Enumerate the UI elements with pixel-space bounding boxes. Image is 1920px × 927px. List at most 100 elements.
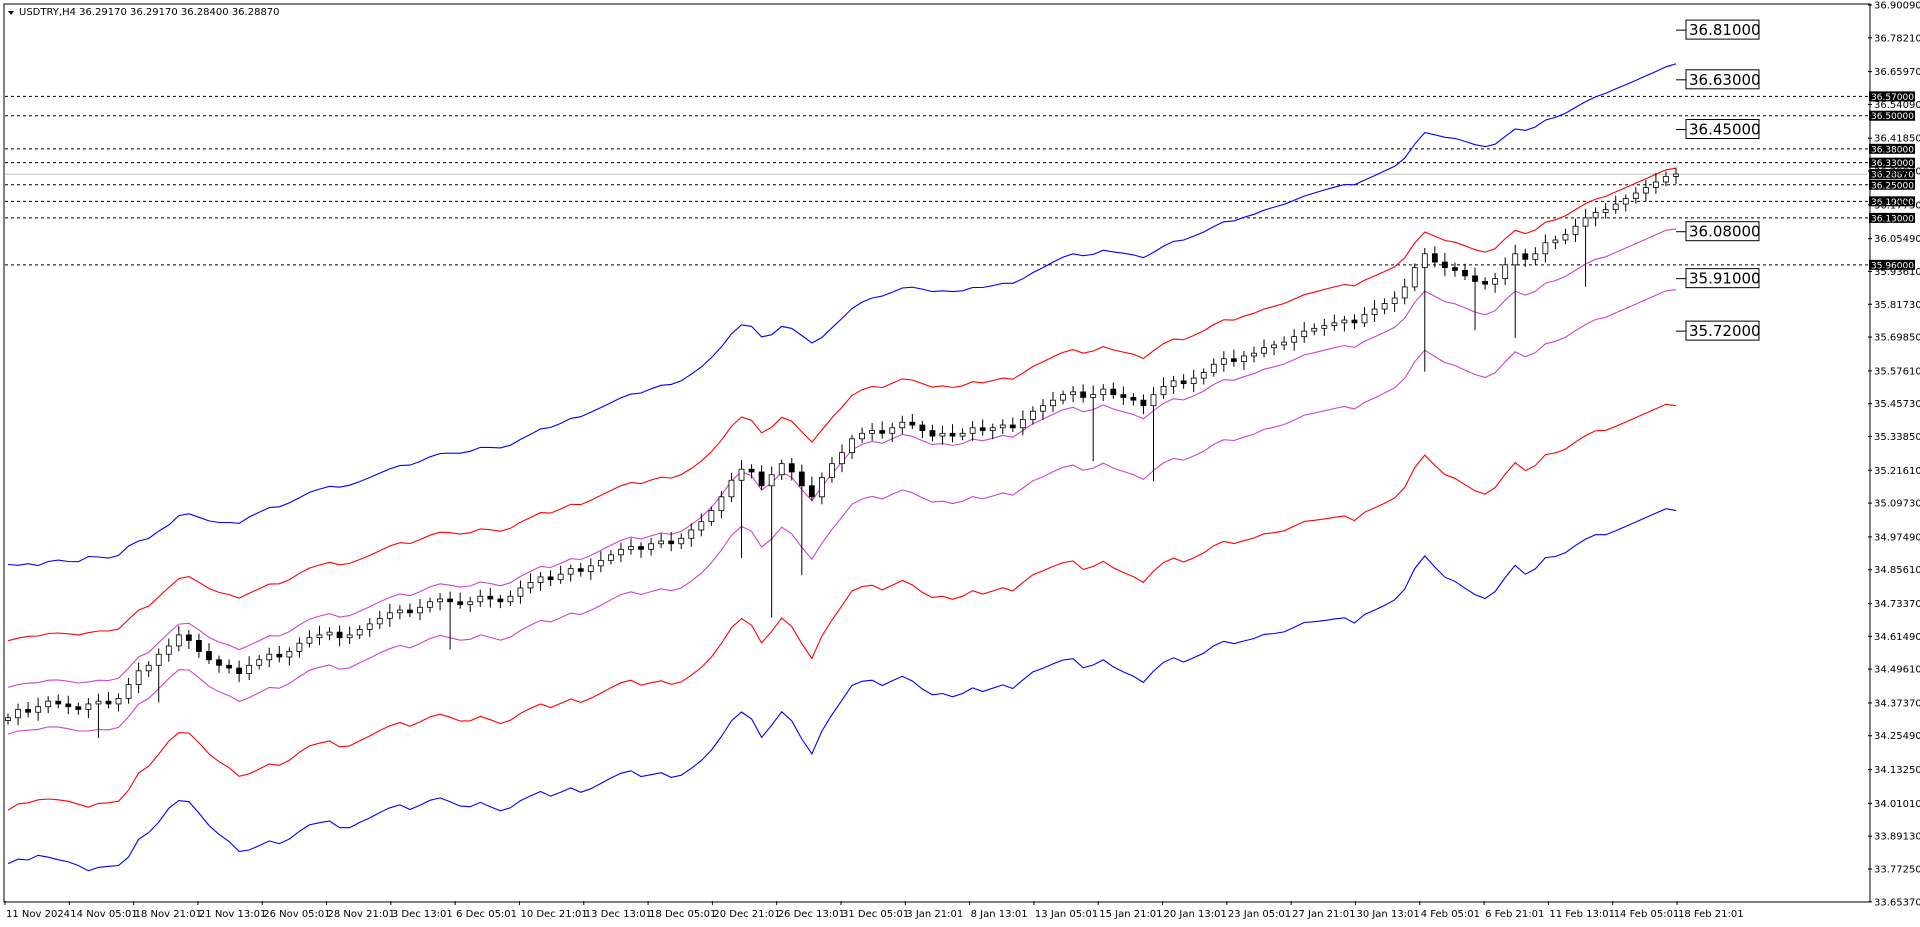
candle-body	[1431, 253, 1438, 263]
candle-body	[1321, 325, 1328, 329]
candle-body	[95, 700, 102, 705]
level-tag	[1869, 179, 1915, 190]
x-tick-label: 18 Feb 21:01	[1678, 909, 1744, 920]
candle-body	[1522, 253, 1529, 260]
projection-label: 35.91000	[1689, 270, 1761, 288]
y-tick-label: 34.37370	[1874, 698, 1920, 709]
current-price-tag	[1869, 169, 1915, 180]
candle-body	[206, 651, 212, 661]
candle-body	[105, 700, 112, 705]
triangle-down-icon[interactable]	[8, 11, 14, 15]
candle-body	[155, 653, 162, 666]
candle-body	[718, 496, 725, 512]
current-price-label: 36.28870	[1871, 171, 1914, 181]
candle-body	[1351, 319, 1358, 324]
x-tick-label: 11 Nov 2024	[6, 909, 70, 920]
candle-body	[1391, 297, 1398, 304]
candle-body	[658, 540, 665, 545]
candle-body	[1130, 397, 1137, 401]
candle-body	[487, 595, 494, 600]
projection-label: 36.63000	[1689, 71, 1761, 89]
candle-body	[758, 471, 765, 487]
candle-body	[1070, 391, 1077, 396]
x-tick-label: 10 Dec 21:01	[520, 909, 587, 920]
candle-body	[346, 634, 353, 639]
y-tick-label: 36.41850	[1874, 134, 1920, 145]
candle-body	[808, 485, 815, 498]
chart-header: USDTRY,H4 36.29170 36.29170 36.28400 36.…	[8, 7, 280, 18]
plot-frame	[3, 3, 1871, 903]
candle-body	[768, 474, 775, 487]
candle-body	[226, 664, 232, 669]
candle-body	[115, 698, 122, 705]
candle-body	[1602, 209, 1609, 213]
candle-body	[266, 653, 273, 661]
x-tick-label: 14 Nov 05:01	[70, 909, 137, 920]
level-tag	[1869, 143, 1915, 154]
level-tag	[1869, 110, 1915, 121]
candle-body	[477, 595, 484, 603]
level-tag-label: 36.50000	[1871, 112, 1914, 122]
band-line	[7, 167, 1677, 642]
candle-body	[246, 664, 253, 674]
x-tick-label: 14 Feb 05:01	[1614, 909, 1680, 920]
candle-body	[577, 568, 584, 572]
candle-body	[1210, 363, 1217, 373]
x-tick-label: 3 Jan 21:01	[906, 909, 963, 920]
x-tick-label: 15 Jan 21:01	[1099, 909, 1162, 920]
projection-box	[1685, 268, 1760, 289]
candle-body	[979, 427, 986, 431]
x-tick-label: 13 Jan 05:01	[1035, 909, 1098, 920]
candle-body	[185, 634, 192, 641]
x-tick-label: 27 Jan 21:01	[1292, 909, 1355, 920]
x-tick-label: 26 Dec 13:01	[778, 909, 845, 920]
x-tick-label: 8 Jan 13:01	[971, 909, 1028, 920]
y-tick-label: 36.65970	[1874, 67, 1920, 78]
candle-body	[557, 573, 564, 581]
level-tag	[1869, 259, 1915, 270]
band-line	[7, 289, 1677, 735]
candle-body	[316, 634, 323, 639]
candle-body	[597, 559, 604, 567]
projection-labels: 36.81000 36.63000 36.45000 36.08000 35.91000…	[1676, 19, 1761, 341]
candle-body	[5, 717, 11, 721]
candle-body	[1311, 327, 1318, 332]
y-tick-label: 34.01010	[1874, 799, 1920, 810]
candle-body	[75, 706, 82, 710]
candle-body	[909, 421, 916, 426]
candle-body	[698, 521, 705, 531]
candle-body	[1040, 405, 1046, 412]
y-tick-label: 36.90090	[1874, 1, 1920, 12]
candle-body	[788, 463, 795, 473]
candle-body	[25, 709, 31, 713]
y-tick-label: 36.78210	[1874, 33, 1920, 44]
candle-body	[1441, 261, 1448, 269]
candle-body	[196, 640, 202, 652]
projection-box	[1685, 119, 1760, 140]
y-tick-label: 35.57610	[1874, 366, 1920, 377]
x-tick-label: 20 Dec 21:01	[713, 909, 780, 920]
candle-body	[949, 432, 956, 437]
candle-body	[869, 430, 876, 434]
candle-body	[1220, 358, 1227, 365]
y-tick-label: 34.13250	[1874, 765, 1920, 776]
candle-body	[1261, 347, 1267, 354]
y-tick-label: 35.09730	[1874, 499, 1920, 510]
candle-body	[819, 477, 825, 498]
candle-body	[336, 631, 343, 639]
candle-body	[326, 631, 333, 636]
x-tick-label: 18 Nov 21:01	[135, 909, 202, 920]
candle-body	[1301, 330, 1308, 338]
x-tick-label: 4 Feb 05:01	[1421, 909, 1480, 920]
y-tick-label: 34.73370	[1874, 599, 1920, 610]
x-tick-label: 20 Jan 13:01	[1164, 909, 1227, 920]
projection-label: 35.72000	[1689, 322, 1761, 340]
candle-body	[1009, 424, 1016, 429]
candle-body	[1411, 267, 1418, 288]
y-tick-label: 35.69850	[1874, 333, 1920, 344]
candle-body	[1632, 192, 1639, 199]
candle-body	[939, 432, 946, 437]
candle-body	[889, 427, 896, 434]
